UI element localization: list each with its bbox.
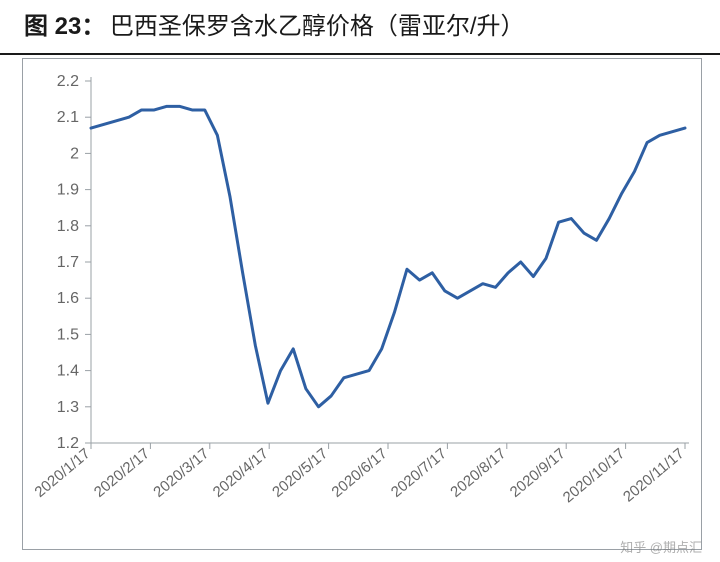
svg-text:2.2: 2.2: [57, 73, 79, 90]
chart-container: 2.2 2.1 2 1.9 1.8 1.7 1.6 1.5 1.4 1.3 1.22020/1/17…: [22, 58, 702, 550]
svg-text:2020/6/17: 2020/6/17: [329, 445, 391, 501]
svg-text:1.3: 1.3: [57, 399, 79, 416]
svg-text:1.9: 1.9: [57, 182, 79, 199]
svg-text:2020/3/17: 2020/3/17: [150, 445, 212, 501]
svg-text:2020/1/17: 2020/1/17: [32, 445, 94, 501]
svg-text:2020/4/17: 2020/4/17: [210, 445, 272, 501]
svg-text:1.5: 1.5: [57, 326, 79, 343]
svg-text:2020/2/17: 2020/2/17: [91, 445, 153, 501]
figure-header: 图 23： 巴西圣保罗含水乙醇价格（雷亚尔/升）: [0, 0, 720, 55]
figure-title: 巴西圣保罗含水乙醇价格（雷亚尔/升）: [110, 13, 525, 40]
svg-text:1.6: 1.6: [57, 290, 79, 307]
svg-text:2020/7/17: 2020/7/17: [388, 445, 450, 501]
svg-text:1.4: 1.4: [57, 363, 79, 380]
svg-text:2.1: 2.1: [57, 109, 79, 126]
svg-text:2: 2: [70, 145, 79, 162]
svg-text:2020/5/17: 2020/5/17: [269, 445, 331, 501]
svg-text:1.2: 1.2: [57, 435, 79, 452]
svg-text:2020/10/17: 2020/10/17: [560, 445, 628, 506]
svg-text:1.8: 1.8: [57, 218, 79, 235]
svg-text:2020/8/17: 2020/8/17: [447, 445, 509, 501]
watermark: 知乎 @期点汇: [620, 537, 702, 556]
svg-text:2020/11/17: 2020/11/17: [620, 445, 688, 506]
svg-text:1.7: 1.7: [57, 254, 79, 271]
line-chart: 2.2 2.1 2 1.9 1.8 1.7 1.6 1.5 1.4 1.3 1.22020/1/17…: [23, 59, 703, 551]
figure-label: 图 23：: [24, 13, 105, 40]
